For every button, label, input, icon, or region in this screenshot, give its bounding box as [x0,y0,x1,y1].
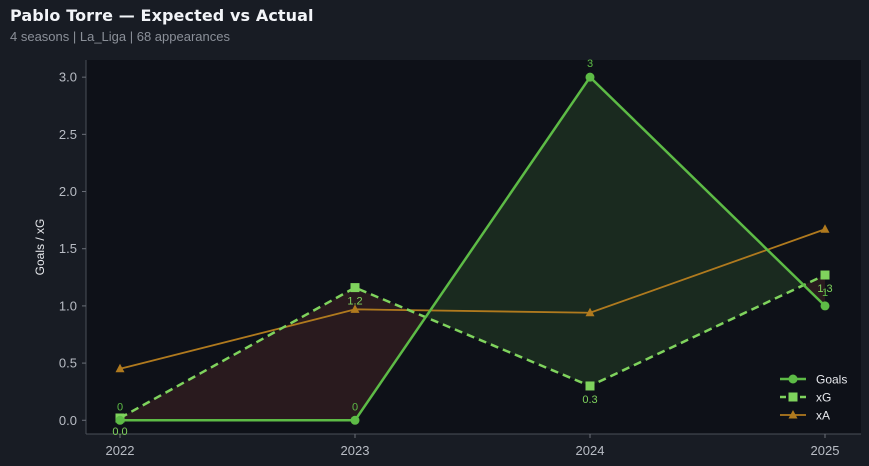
legend: Goals xG xA [780,373,847,423]
x-tick-label: 2024 [576,443,605,458]
data-label-xg: 0.3 [582,394,597,406]
data-point-goals [115,415,125,425]
data-labels-layer: 0 0 3 1 0.0 1.2 0.3 1.3 [112,58,832,438]
y-tick-label: 3.0 [59,70,77,85]
chart-header: Pablo Torre — Expected vs Actual 4 seaso… [10,6,314,44]
x-tick-label: 2023 [341,443,370,458]
data-point-goals [585,72,595,82]
legend-label-xa: xA [816,409,830,423]
data-point-xa [585,307,595,317]
data-label-goals: 3 [587,58,593,70]
data-point-xg [585,381,595,391]
series-line-goals [120,75,826,422]
data-point-goals [350,415,360,425]
series-line-xa [119,228,826,370]
chart-title: Pablo Torre — Expected vs Actual [10,6,314,25]
legend-marker-xg [788,392,798,402]
y-tick-label: 0.0 [59,413,77,428]
legend-label-xg: xG [816,391,831,405]
data-point-xa [115,363,125,373]
y-axis-label: Goals / xG [33,219,47,276]
y-tick-label: 2.5 [59,127,77,142]
fill-region [590,77,804,386]
data-label-goals: 0 [117,401,123,413]
y-tick-label: 2.0 [59,184,77,199]
data-label-xg: 1.3 [817,283,832,295]
fill-region [803,275,825,306]
fill-region [355,287,426,421]
x-tick-label: 2025 [811,443,840,458]
series-layer [115,72,830,425]
legend-label-goals: Goals [816,373,847,387]
data-point-xa [350,304,360,313]
data-label-goals: 1 [822,287,828,299]
legend-marker-xa [788,410,798,419]
data-point-xa [820,224,830,233]
fill-region [425,77,590,386]
y-tick-label: 1.0 [59,298,77,313]
data-label-goals: 0 [352,401,358,413]
data-label-xg: 0.0 [112,426,127,438]
legend-marker-goals [788,374,798,384]
y-tick-label: 1.5 [59,241,77,256]
data-point-xg [820,270,830,280]
data-point-xg [350,283,360,293]
chart-subtitle: 4 seasons | La_Liga | 68 appearances [10,29,230,44]
series-line-xg [119,273,826,420]
data-label-xg: 1.2 [347,296,362,308]
x-tick-label: 2022 [106,443,135,458]
y-tick-label: 0.5 [59,356,77,371]
axes-layer: 0.0 0.5 1.0 1.5 2.0 2.5 3.0 2022 2023 2024 2025 [59,60,861,458]
data-point-goals [820,301,830,311]
